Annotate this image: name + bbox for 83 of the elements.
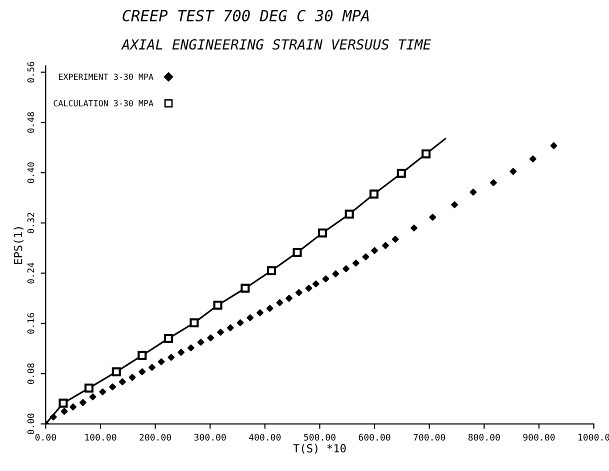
point <box>217 328 224 336</box>
point <box>318 228 327 238</box>
legend-label: EXPERIMENT 3-30 MPA <box>58 74 154 80</box>
point <box>490 179 497 186</box>
point <box>305 284 312 292</box>
x-tick-label: 600.00 <box>358 434 390 441</box>
point <box>148 364 156 371</box>
point <box>266 304 274 312</box>
point <box>410 224 418 232</box>
point <box>240 284 250 293</box>
point <box>236 319 244 326</box>
y-tick-label: 0.40 <box>27 162 34 183</box>
point <box>312 280 320 288</box>
point <box>118 378 126 386</box>
x-tick-label: 0.00 <box>35 434 56 441</box>
point <box>197 338 204 346</box>
point <box>99 388 106 396</box>
point <box>256 309 264 316</box>
point <box>178 348 185 356</box>
legend-label: CALCULATION 3-30 MPA <box>54 100 154 106</box>
point <box>190 318 199 328</box>
x-tick-label: 100.00 <box>85 434 116 441</box>
point <box>322 275 330 282</box>
point <box>138 350 147 360</box>
point <box>266 266 276 276</box>
x-tick-label: 700.00 <box>414 434 446 441</box>
point <box>158 358 165 366</box>
chart-title: CREEP TEST 700 DEG C 30 MPA <box>122 10 369 22</box>
point <box>362 253 370 260</box>
chart-subtitle: AXIAL ENGINEERING STRAIN VERSUUS TIME <box>121 39 432 50</box>
point <box>396 168 406 178</box>
y-axis-title: EPS(1) <box>14 227 24 264</box>
point <box>371 247 378 254</box>
point <box>392 236 399 243</box>
point <box>286 294 293 302</box>
point <box>332 270 340 278</box>
point <box>550 142 558 150</box>
point <box>470 188 477 196</box>
x-tick-label: 800.00 <box>468 434 500 441</box>
point <box>226 324 234 332</box>
point <box>292 248 302 257</box>
x-tick-label: 900.00 <box>523 434 555 441</box>
point <box>89 393 96 400</box>
point <box>60 408 68 415</box>
point <box>352 260 360 267</box>
y-tick-label: 0.32 <box>27 212 34 234</box>
x-axis-title: T(S) *10 <box>293 444 346 454</box>
point <box>246 314 254 322</box>
point <box>112 367 121 376</box>
x-tick-label: 1000.0 <box>578 434 609 441</box>
point <box>50 414 57 420</box>
point <box>207 334 214 342</box>
x-tick-label: 300.00 <box>194 434 226 441</box>
x-tick-label: 200.00 <box>140 434 172 441</box>
point <box>84 384 94 393</box>
y-tick-label: 0.48 <box>27 112 34 133</box>
point <box>342 265 350 272</box>
point <box>164 334 173 344</box>
point <box>276 299 284 306</box>
point <box>168 354 175 361</box>
point <box>510 168 517 175</box>
point <box>382 242 389 250</box>
y-tick-label: 0.24 <box>27 262 34 284</box>
x-tick-label: 500.00 <box>304 434 336 441</box>
y-tick-label: 0.16 <box>27 313 34 334</box>
point <box>128 374 136 381</box>
point <box>295 289 302 296</box>
point <box>429 214 436 221</box>
point <box>213 300 222 310</box>
point <box>79 399 86 406</box>
point <box>138 368 146 376</box>
point <box>369 190 379 199</box>
x-tick-label: 400.00 <box>249 434 281 441</box>
y-tick-label: 0.08 <box>27 363 34 384</box>
point <box>70 403 77 410</box>
point <box>187 344 194 352</box>
point <box>451 201 458 208</box>
point <box>109 383 116 390</box>
point <box>58 398 68 408</box>
point <box>529 155 536 162</box>
point <box>344 210 354 219</box>
y-tick-label: 0.56 <box>27 62 34 83</box>
point <box>422 149 431 158</box>
